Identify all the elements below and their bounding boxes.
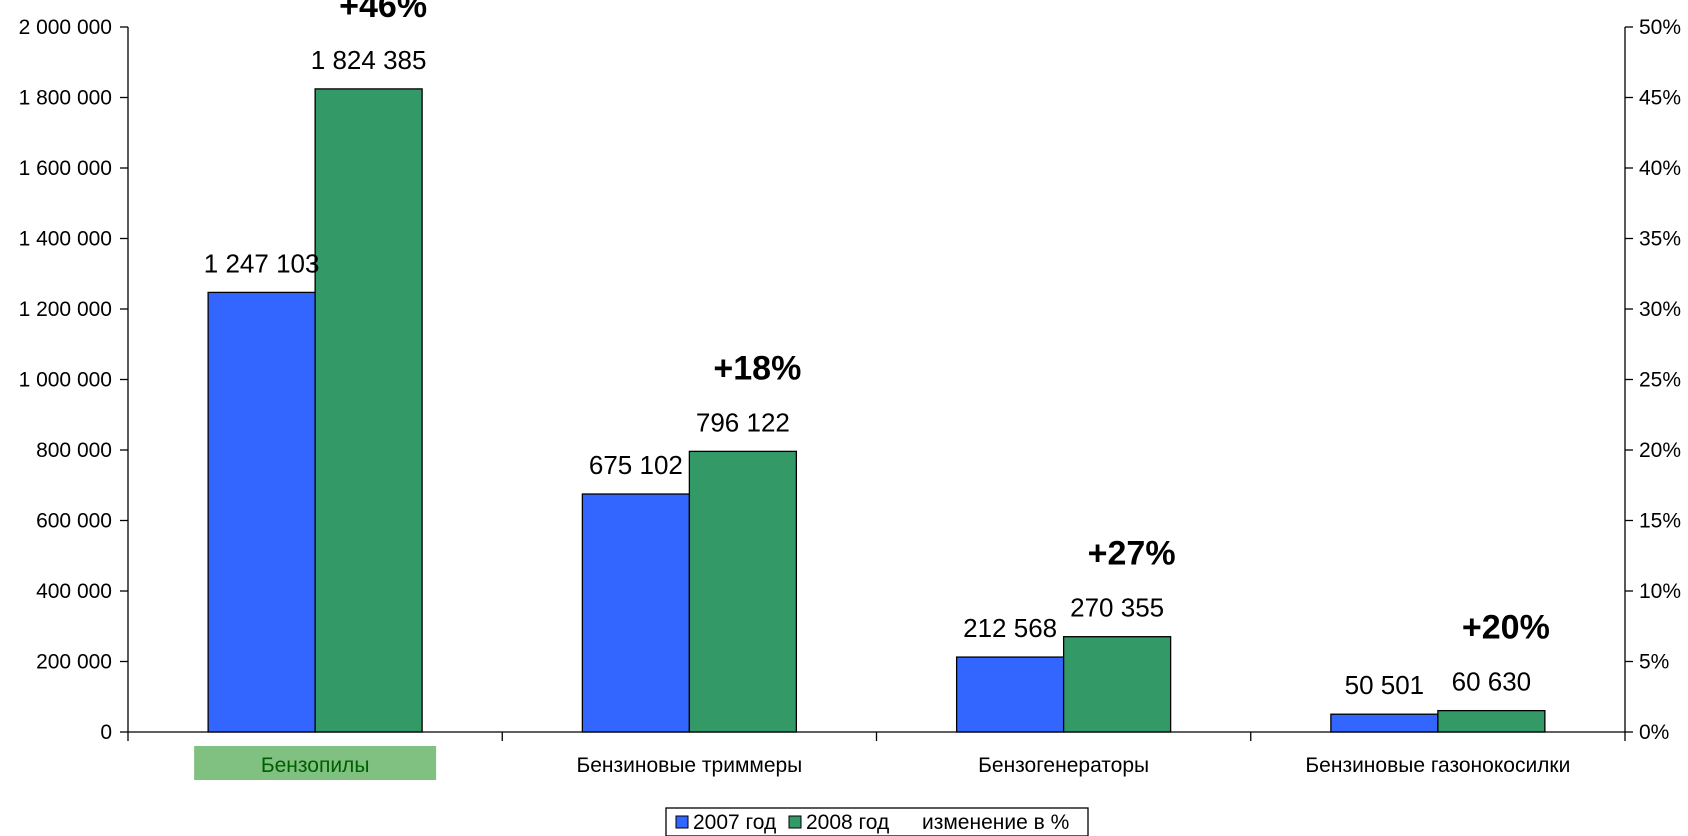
x-category-label: Бензиновые триммеры (576, 754, 802, 777)
y2-tick-label: 10% (1639, 580, 1681, 603)
y-axis-right: 0% 5% 10% 15% 20% 25% 30% 35% 40% 45% 50% (1624, 16, 1681, 744)
y2-tick-label: 25% (1639, 369, 1681, 392)
y2-tick-label: 45% (1639, 87, 1681, 110)
legend: 2007 год 2008 год изменение в % (665, 807, 1089, 836)
legend-swatch (675, 815, 689, 829)
percent-change-label: +27% (1088, 535, 1176, 573)
legend-box (665, 807, 1089, 836)
y2-tick-label: 30% (1639, 298, 1681, 321)
y-tick-label: 800 000 (36, 439, 112, 462)
y2-tick-label: 35% (1639, 228, 1681, 251)
legend-label: 2007 год (693, 811, 776, 834)
x-category-label: Бензиновые газонокосилки (1305, 754, 1570, 777)
legend-label: изменение в % (922, 811, 1069, 834)
y2-tick-label: 50% (1639, 16, 1681, 39)
bar-2007 (207, 291, 316, 733)
y2-tick-label: 40% (1639, 157, 1681, 180)
bars (207, 88, 1546, 733)
percent-change-label: +18% (713, 349, 801, 387)
bar-value-label: 1 824 385 (311, 45, 427, 75)
y-tick-label: 1 200 000 (19, 298, 112, 321)
bar-2007 (1330, 713, 1439, 733)
y2-tick-label: 15% (1639, 510, 1681, 533)
bar-value-label: 60 630 (1452, 667, 1532, 697)
y2-tick-label: 5% (1639, 651, 1669, 674)
y-tick-label: 1 000 000 (19, 369, 112, 392)
bar-2007 (581, 493, 691, 733)
y-tick-label: 1 400 000 (19, 228, 112, 251)
data-labels: 1 247 103 1 824 385 +46% 675 102 796 122 +18%… (204, 0, 1550, 700)
x-category-label: Бензогенераторы (978, 754, 1149, 777)
x-category-label: Бензопилы (261, 754, 370, 777)
bar-2007 (955, 656, 1065, 733)
y-tick-label: 400 000 (36, 580, 112, 603)
percent-change-label: +20% (1462, 609, 1550, 647)
bar-value-label: 212 568 (963, 613, 1057, 643)
category-highlight (194, 746, 437, 780)
y-axis-left: 0 200 000 400 000 600 000 800 000 1 000 000 1 … (19, 16, 129, 744)
y2-tick-label: 20% (1639, 439, 1681, 462)
y-tick-label: 200 000 (36, 651, 112, 674)
bar-value-label: 796 122 (696, 407, 790, 437)
legend-label: 2008 год (806, 811, 889, 834)
y-tick-label: 2 000 000 (19, 16, 112, 39)
bar-value-label: 270 355 (1070, 593, 1164, 623)
bar-2008 (1062, 636, 1172, 733)
legend-swatch (788, 815, 802, 829)
y-tick-label: 0 (100, 721, 112, 744)
y-tick-label: 1 600 000 (19, 157, 112, 180)
bar-2008 (688, 450, 798, 733)
x-axis: Бензопилы Бензиновые триммеры Бензогенерат… (127, 731, 1626, 780)
y-tick-label: 600 000 (36, 510, 112, 533)
percent-change-label: +46% (339, 0, 427, 25)
y-tick-label: 1 800 000 (19, 87, 112, 110)
bar-2008 (1437, 709, 1546, 733)
y2-tick-label: 0% (1639, 721, 1669, 744)
bar-value-label: 50 501 (1345, 670, 1425, 700)
bar-value-label: 1 247 103 (204, 248, 320, 278)
bar-2008 (314, 88, 423, 733)
bar-value-label: 675 102 (589, 450, 683, 480)
